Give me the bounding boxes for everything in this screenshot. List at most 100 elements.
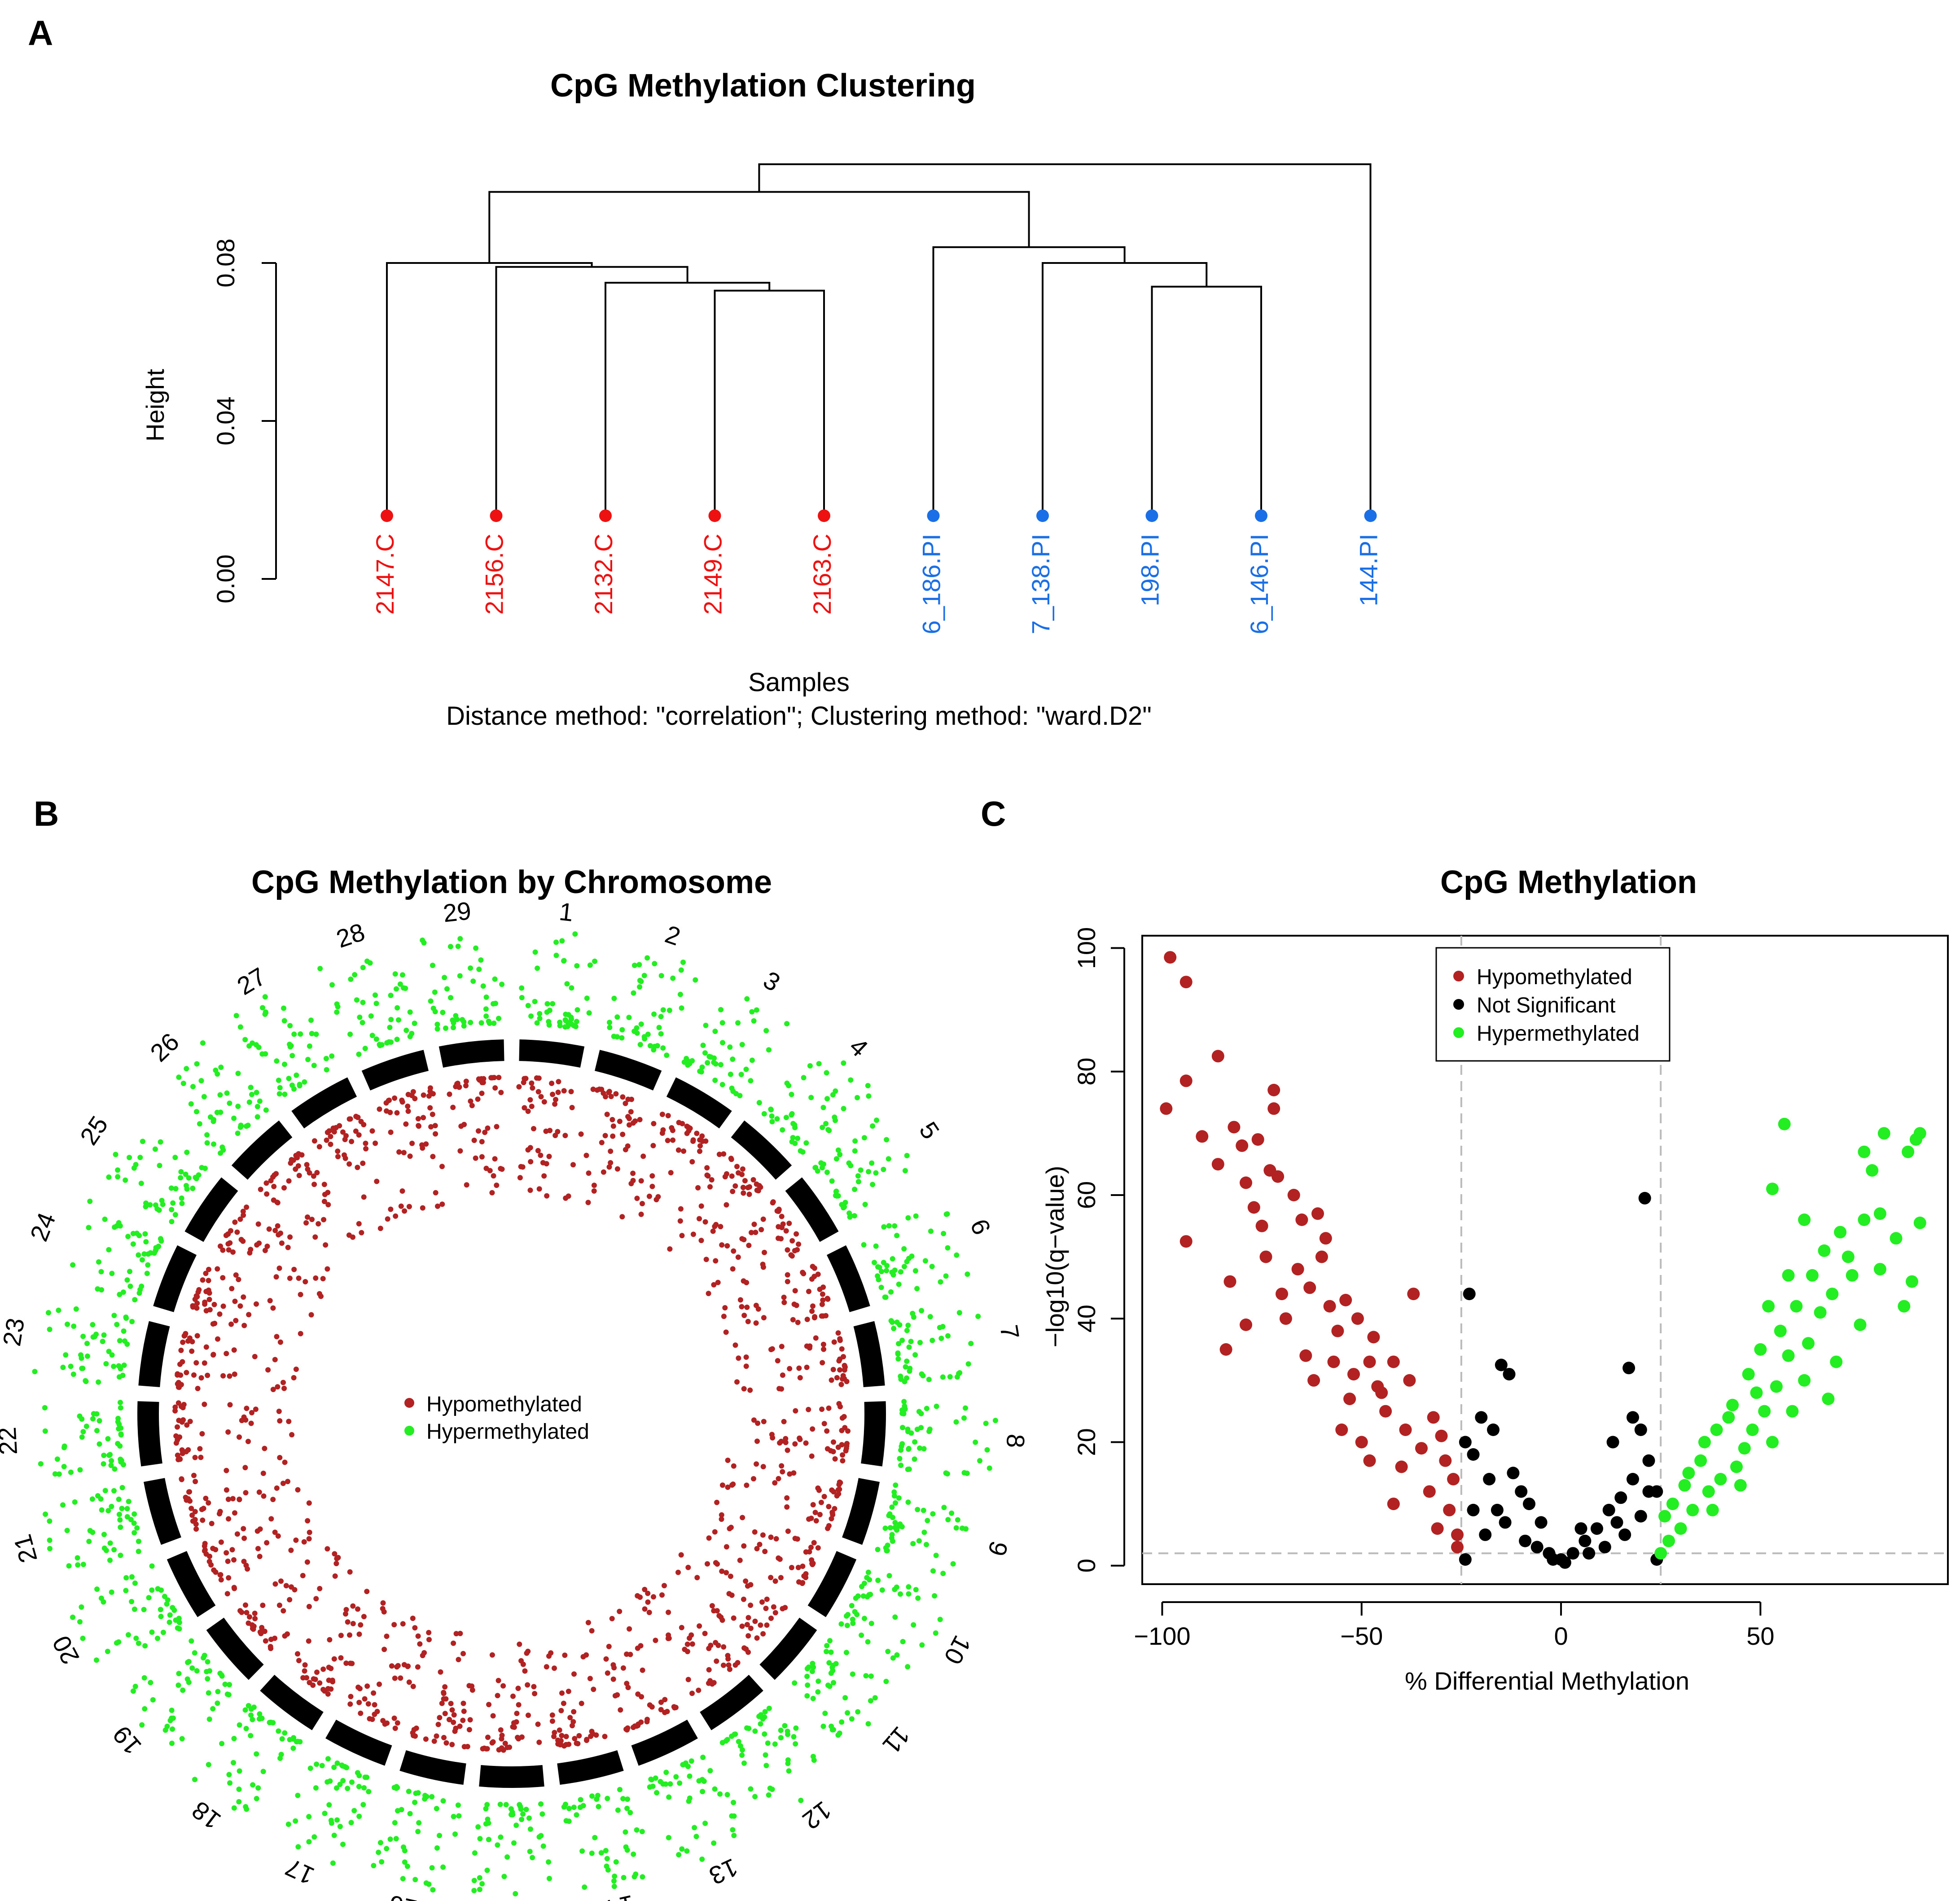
hyper-dot	[921, 1529, 927, 1535]
hypo-dot	[176, 1418, 182, 1424]
hyper-dot	[893, 1482, 899, 1488]
hyper-dot	[219, 1673, 225, 1679]
hyper-dot	[815, 1168, 820, 1174]
hypo-dot	[562, 1133, 568, 1139]
hyper-dot	[769, 1119, 775, 1125]
hypo-dot	[713, 1222, 719, 1227]
hypo-dot	[314, 1170, 320, 1175]
hypo-dot	[237, 1434, 242, 1440]
hyper-dot	[89, 1496, 95, 1502]
hyper-dot	[430, 1887, 436, 1893]
hypo-dot	[295, 1163, 301, 1169]
hyper-dot	[642, 1036, 648, 1042]
hyper-dot	[917, 1445, 923, 1451]
hypo-dot	[544, 1664, 549, 1670]
hypo-dot	[210, 1546, 216, 1551]
hyper-dot	[392, 971, 398, 977]
hyper-dot	[137, 1287, 143, 1292]
dendrogram-leaf-3	[708, 509, 721, 522]
volcano-point-hyper-28	[1730, 1460, 1743, 1473]
hypo-dot	[281, 1608, 286, 1614]
hyper-dot	[905, 1426, 911, 1432]
hypo-dot	[713, 1258, 719, 1264]
hyper-dot	[889, 1504, 895, 1510]
hypo-dot	[338, 1655, 344, 1661]
hyper-dot	[162, 1594, 167, 1599]
hyper-dot	[83, 1424, 89, 1429]
hypo-dot	[194, 1305, 200, 1311]
hyper-dot	[357, 1014, 363, 1020]
volcano-point-hypo-62	[1439, 1454, 1452, 1467]
hypo-dot	[552, 1730, 557, 1735]
dendrogram-leaf-1	[490, 509, 503, 522]
hyper-dot	[486, 1837, 491, 1842]
circular-legend-hyper-marker	[404, 1426, 414, 1436]
hyper-dot	[84, 1353, 90, 1359]
hyper-dot	[112, 1466, 118, 1472]
dendrogram-subtitle: Distance method: "correlation"; Clusteri…	[446, 701, 1152, 731]
hyper-dot	[277, 1085, 283, 1091]
chromosome-segment-17	[325, 1719, 392, 1766]
hyper-dot	[930, 1511, 936, 1517]
hyper-dot	[884, 1263, 890, 1269]
hypo-dot	[217, 1511, 222, 1517]
hypo-dot	[245, 1566, 250, 1572]
hypo-dot	[819, 1406, 825, 1412]
hypo-dot	[285, 1244, 291, 1250]
hyper-dot	[898, 1591, 903, 1597]
volcano-point-hyper-6	[1866, 1164, 1879, 1177]
hypo-dot	[287, 1234, 293, 1240]
hyper-dot	[263, 1107, 269, 1113]
volcano-point-hypo-58	[1327, 1355, 1340, 1368]
hypo-dot	[642, 1606, 648, 1612]
hypo-dot	[800, 1564, 806, 1569]
hyper-dot	[421, 940, 427, 946]
volcano-point-ns-15	[1530, 1541, 1543, 1554]
hyper-dot	[180, 1687, 186, 1693]
hypo-dot	[740, 1166, 745, 1172]
hypo-dot	[421, 1650, 427, 1656]
hyper-dot	[295, 1844, 301, 1850]
hypo-dot	[596, 1086, 602, 1092]
hyper-dot	[281, 1005, 286, 1011]
hypo-dot	[450, 1104, 456, 1110]
hypo-dot	[411, 1727, 417, 1733]
hyper-dot	[530, 1855, 535, 1861]
hypo-dot	[426, 1093, 432, 1099]
hypo-dot	[466, 1727, 472, 1733]
hypo-dot	[310, 1682, 316, 1688]
hypo-dot	[177, 1456, 183, 1462]
hyper-dot	[810, 1695, 816, 1701]
hyper-dot	[636, 962, 642, 968]
hyper-dot	[276, 1728, 281, 1734]
hypo-dot	[786, 1221, 792, 1226]
hypo-dot	[770, 1435, 776, 1441]
hypo-dot	[585, 1200, 591, 1205]
volcano-point-hypo-63	[1451, 1541, 1464, 1554]
hyper-dot	[124, 1277, 130, 1283]
hyper-dot	[322, 1810, 328, 1816]
hyper-dot	[313, 1785, 319, 1791]
hyper-dot	[169, 1207, 175, 1213]
hypo-dot	[255, 1546, 261, 1551]
hypo-dot	[721, 1314, 727, 1319]
volcano-point-ns-21	[1602, 1503, 1615, 1516]
hyper-dot	[143, 1200, 149, 1206]
hypermethylated-track	[32, 931, 998, 1897]
hypo-dot	[753, 1302, 759, 1308]
circular-legend-hypo-marker	[404, 1398, 414, 1408]
hyper-dot	[175, 1625, 180, 1631]
volcano-point-hypo-60	[1363, 1454, 1376, 1467]
volcano-point-hyper-54	[1826, 1288, 1839, 1301]
hyper-dot	[677, 991, 683, 997]
hyper-dot	[77, 1467, 83, 1473]
hyper-dot	[249, 1091, 254, 1097]
hypo-dot	[257, 1554, 263, 1559]
hyper-dot	[290, 1745, 296, 1751]
hypo-dot	[288, 1547, 294, 1553]
hyper-dot	[729, 1086, 735, 1091]
hyper-dot	[207, 1668, 212, 1674]
hypo-dot	[837, 1336, 843, 1342]
hypo-dot	[320, 1276, 326, 1282]
hyper-dot	[968, 1340, 974, 1346]
